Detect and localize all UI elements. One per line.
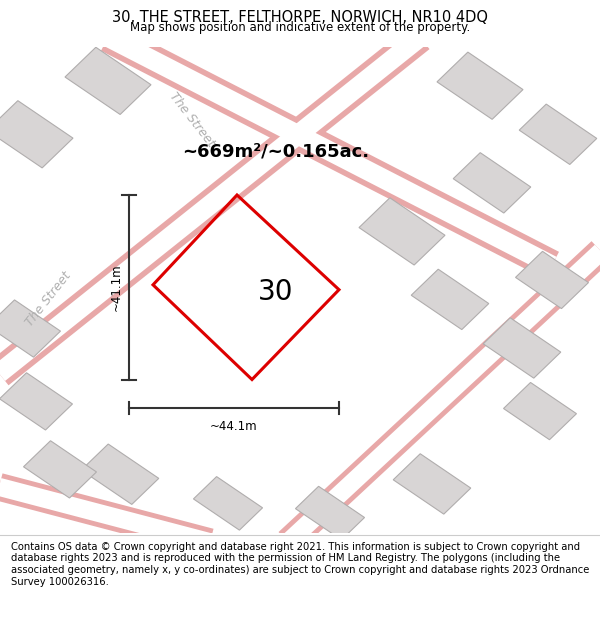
Text: ~669m²/~0.165ac.: ~669m²/~0.165ac. <box>182 142 370 160</box>
Text: ~44.1m: ~44.1m <box>210 419 258 432</box>
Polygon shape <box>81 444 159 504</box>
Polygon shape <box>193 477 263 530</box>
Polygon shape <box>453 152 531 213</box>
Polygon shape <box>483 318 561 378</box>
Polygon shape <box>295 486 365 540</box>
Polygon shape <box>437 52 523 119</box>
Text: Contains OS data © Crown copyright and database right 2021. This information is : Contains OS data © Crown copyright and d… <box>11 542 589 586</box>
Text: 30: 30 <box>257 278 293 306</box>
Polygon shape <box>359 198 445 265</box>
Polygon shape <box>0 372 73 430</box>
Text: The Street: The Street <box>23 269 73 329</box>
Text: Map shows position and indicative extent of the property.: Map shows position and indicative extent… <box>130 21 470 34</box>
Polygon shape <box>0 300 61 357</box>
Polygon shape <box>519 104 597 164</box>
Polygon shape <box>393 454 471 514</box>
Polygon shape <box>0 101 73 168</box>
Text: The Street: The Street <box>167 90 217 149</box>
Polygon shape <box>23 441 97 498</box>
Polygon shape <box>503 382 577 440</box>
Polygon shape <box>411 269 489 329</box>
Polygon shape <box>515 251 589 309</box>
Polygon shape <box>65 48 151 114</box>
Text: ~41.1m: ~41.1m <box>109 264 122 311</box>
Text: 30, THE STREET, FELTHORPE, NORWICH, NR10 4DQ: 30, THE STREET, FELTHORPE, NORWICH, NR10… <box>112 10 488 25</box>
